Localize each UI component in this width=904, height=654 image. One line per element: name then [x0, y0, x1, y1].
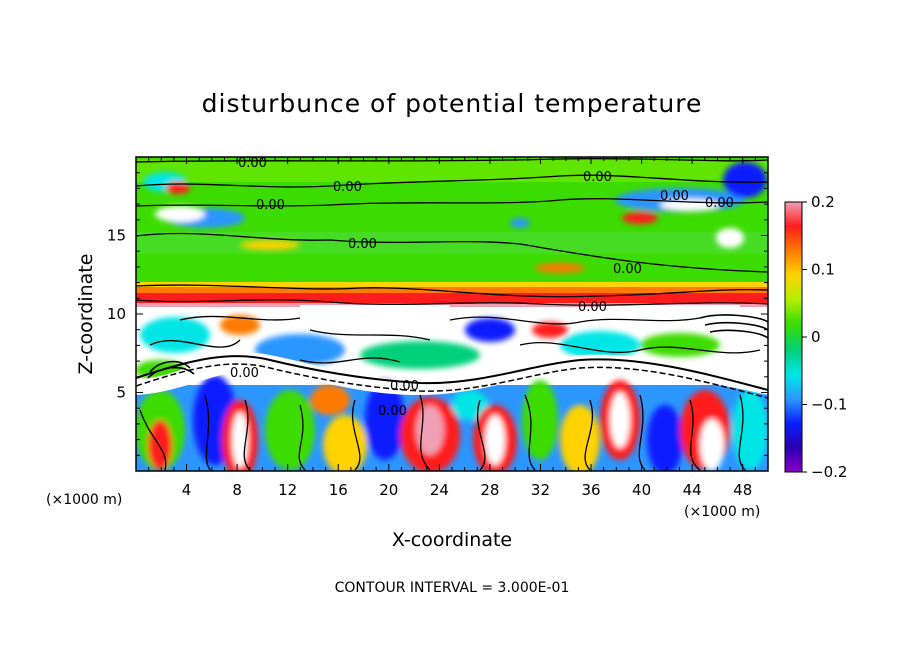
colorbar-tick-label: −0.1 — [811, 396, 847, 414]
contour-label: 0.00 — [348, 237, 377, 252]
x-tick-label: 44 — [683, 481, 702, 499]
x-tick-label: 12 — [278, 481, 297, 499]
colorbar-tick-label: 0.2 — [811, 193, 835, 211]
x-tick-label: 40 — [632, 481, 651, 499]
x-tick-label: 32 — [531, 481, 550, 499]
contour-label: 0.00 — [390, 379, 419, 394]
contour-label: 0.00 — [230, 366, 259, 381]
minor-ticks — [135, 156, 769, 472]
field-image — [136, 157, 768, 471]
colorbar-tick-label: −0.2 — [811, 463, 847, 481]
colorbar-tick-label: 0.1 — [811, 261, 835, 279]
contour-label: 0.00 — [705, 196, 734, 211]
contour-labels: 0.00 0.00 0.00 0.00 0.00 0.00 0.00 0.00 … — [230, 156, 734, 419]
contour-lines — [136, 157, 768, 471]
x-tick-label: 28 — [480, 481, 499, 499]
contour-label: 0.00 — [333, 180, 362, 195]
chart-title: disturbunce of potential temperature — [202, 89, 703, 118]
x-tick-label: 16 — [329, 481, 348, 499]
colorbar-tick-label: 0 — [811, 328, 821, 346]
y-tick-label: 10 — [107, 305, 126, 323]
x-tick-label: 24 — [430, 481, 449, 499]
x-tick-label: 8 — [232, 481, 242, 499]
contour-interval-note: CONTOUR INTERVAL = 3.000E-01 — [335, 580, 570, 596]
colorbar — [784, 201, 803, 473]
z-axis-unit: (×1000 m) — [684, 504, 760, 520]
contour-label: 0.00 — [660, 189, 689, 204]
colorbar-ticks: 0.2 0.1 0 −0.1 −0.2 — [802, 193, 847, 481]
x-tick-label: 20 — [379, 481, 398, 499]
contour-label: 0.00 — [583, 170, 612, 185]
y-axis-label: Z-coordinate — [75, 254, 97, 375]
x-tick-label: 36 — [581, 481, 600, 499]
contour-label: 0.00 — [613, 262, 642, 277]
y-tick-label: 5 — [116, 384, 126, 402]
x-axis-label: X-coordinate — [392, 529, 512, 551]
contour-label: 0.00 — [256, 198, 285, 213]
x-axis-ticks: 4 8 12 16 20 24 28 32 36 40 44 48 — [182, 481, 752, 499]
contour-label: 0.00 — [578, 300, 607, 315]
x-axis-unit: (×1000 m) — [46, 492, 122, 508]
y-tick-label: 15 — [107, 227, 126, 245]
y-axis-ticks: 5 10 15 — [107, 227, 126, 402]
contour-label: 0.00 — [378, 404, 407, 419]
x-tick-label: 4 — [182, 481, 192, 499]
contour-label: 0.00 — [238, 156, 267, 171]
x-tick-label: 48 — [733, 481, 752, 499]
